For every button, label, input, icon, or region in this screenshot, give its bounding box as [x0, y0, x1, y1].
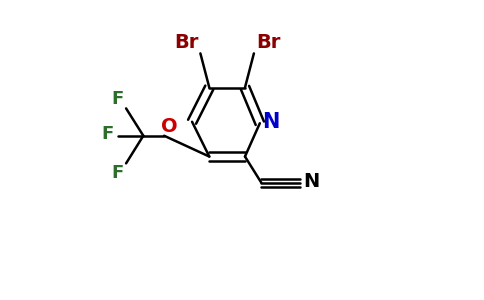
Text: N: N: [262, 112, 280, 132]
Text: F: F: [101, 125, 113, 143]
Text: Br: Br: [256, 33, 280, 52]
Text: O: O: [161, 117, 178, 136]
Text: F: F: [111, 90, 123, 108]
Text: N: N: [304, 172, 320, 191]
Text: F: F: [111, 164, 123, 182]
Text: Br: Br: [174, 33, 198, 52]
